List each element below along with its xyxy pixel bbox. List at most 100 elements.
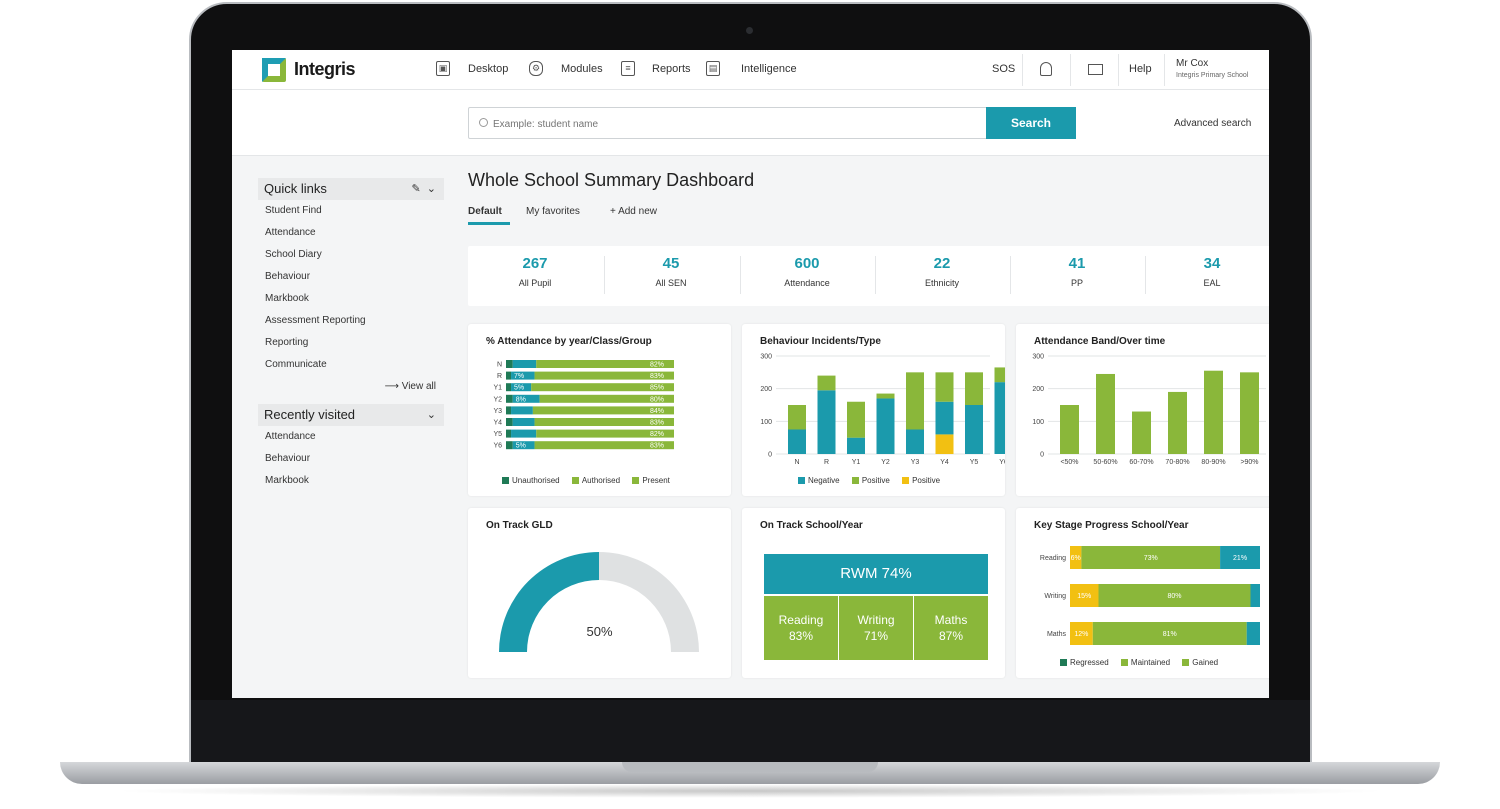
x-tick-label: 60-70%: [1129, 459, 1153, 466]
mail-icon[interactable]: [1088, 64, 1103, 75]
attendance-chart: N 82% R 7% 83% Y1 5% 85% Y2 8% 80% Y3 84% Y4 83% Y5 82% Y…: [493, 360, 674, 450]
legend-swatch: [1182, 659, 1190, 666]
kpi-label: All Pupil: [518, 278, 552, 288]
legend-label: Present: [642, 476, 670, 485]
nav-reports[interactable]: Reports: [652, 63, 691, 75]
app-screen: Integris ▣ Desktop ⚙ Modules ≡ Reports ▤…: [232, 50, 1269, 698]
bar: [1132, 411, 1151, 454]
x-tick-label: Y3: [911, 459, 920, 466]
bell-icon[interactable]: [1040, 62, 1052, 76]
recently-visited-header[interactable]: Recently visited ⌄: [258, 404, 444, 426]
bar-segment: [1070, 546, 1082, 569]
nav-modules[interactable]: Modules: [561, 63, 603, 75]
kpi-label: PP: [1070, 278, 1083, 288]
kpi-label: Ethnicity: [924, 278, 959, 288]
on-track-school-year-card[interactable]: On Track School/Year RWM 74% Reading 83% …: [742, 508, 1005, 678]
kpi-value: 41: [1068, 255, 1086, 272]
quick-link-item[interactable]: Reporting: [265, 337, 309, 348]
laptop-bezel-chin: [191, 700, 1310, 762]
view-all-link[interactable]: ⟶ View all: [258, 376, 444, 398]
data-label: 7%: [514, 373, 524, 380]
bar-segment: [536, 360, 674, 368]
tab-my-favorites[interactable]: My favorites: [526, 206, 580, 217]
kpi-attendance[interactable]: 600 Attendance: [740, 246, 874, 306]
intelligence-icon[interactable]: ▤: [706, 61, 720, 76]
edit-icon[interactable]: ✎: [411, 183, 421, 195]
kpi-ethnicity[interactable]: 22 Ethnicity: [875, 246, 1009, 306]
recent-item[interactable]: Behaviour: [265, 453, 311, 464]
subject-tile-writing[interactable]: Writing 71%: [839, 596, 913, 660]
bar-segment: [506, 441, 513, 450]
subject-tile-maths[interactable]: Maths 87%: [914, 596, 988, 660]
recent-item[interactable]: Attendance: [265, 431, 316, 442]
category-label: R: [497, 373, 502, 380]
kpi-all-pupil[interactable]: 267 All Pupil: [468, 246, 602, 306]
key-stage-progress-card[interactable]: Key Stage Progress School/Year Reading 6%…: [1016, 508, 1269, 678]
rwm-tile[interactable]: RWM 74%: [764, 554, 988, 594]
laptop-base-notch: [622, 762, 878, 772]
chevron-down-icon[interactable]: ⌄: [426, 409, 436, 421]
y-tick-label: 300: [1032, 354, 1044, 361]
bar-segment: [1081, 546, 1221, 569]
subject-name: Maths: [934, 613, 968, 627]
bar-segment: [534, 441, 674, 450]
bar: [1204, 370, 1223, 454]
legend-swatch: [571, 477, 579, 484]
quick-links-header[interactable]: Quick links ✎ ⌄: [258, 178, 444, 200]
bar: [1168, 391, 1187, 454]
help-link[interactable]: Help: [1129, 63, 1152, 75]
sos-button[interactable]: SOS: [992, 63, 1016, 75]
attendance-band-card[interactable]: Attendance Band/Over time 0 100 200 300 <50%…: [1016, 324, 1269, 496]
card-title: % Attendance by year/Class/Group: [486, 336, 652, 347]
x-tick-label: 70-80%: [1165, 459, 1189, 466]
category-label: Reading: [1040, 555, 1066, 562]
kpi-all-sen[interactable]: 45 All SEN: [604, 246, 738, 306]
advanced-search-link[interactable]: Advanced search: [1174, 118, 1252, 129]
nav-intelligence[interactable]: Intelligence: [741, 63, 797, 75]
desktop-icon[interactable]: ▣: [436, 61, 450, 76]
quick-link-item[interactable]: Attendance: [265, 227, 316, 238]
kpi-strip: 267 All Pupil 45 All SEN 600 Attendance 22 E…: [468, 246, 1269, 306]
add-new-tab-button[interactable]: + Add new: [610, 206, 657, 217]
divider: [1022, 54, 1023, 86]
attendance-band-chart: 0 100 200 300 <50% 50-60% 60-70% 70-80% 80-90% >9…: [1032, 354, 1266, 466]
subject-tile-reading[interactable]: Reading 83%: [764, 596, 838, 660]
bar-segment: [512, 418, 535, 426]
bar-segment: [1070, 584, 1099, 607]
tab-default[interactable]: Default: [468, 206, 502, 217]
quick-link-item[interactable]: Behaviour: [265, 271, 311, 282]
nav-desktop[interactable]: Desktop: [468, 63, 509, 75]
user-school: Integris Primary School: [1176, 72, 1249, 79]
quick-link-item[interactable]: Student Find: [265, 205, 322, 216]
user-menu[interactable]: Mr Cox Integris Primary School: [1176, 58, 1248, 82]
y-tick-label: 100: [1032, 419, 1044, 426]
x-tick-label: R: [824, 459, 829, 466]
recent-item[interactable]: Markbook: [265, 475, 309, 486]
chevron-down-icon[interactable]: ⌄: [426, 183, 436, 195]
card-title: On Track School/Year: [760, 520, 863, 531]
bar-segment: [965, 372, 983, 405]
quick-link-item[interactable]: School Diary: [265, 249, 322, 260]
laptop-base: [60, 762, 1440, 784]
divider: [1010, 256, 1011, 294]
x-tick-label: >90%: [1240, 459, 1258, 466]
brand-name[interactable]: Integris: [294, 59, 356, 79]
behaviour-incidents-card[interactable]: Behaviour Incidents/Type 0 100 200 300 N R Y1 Y…: [742, 324, 1005, 496]
integris-logo-icon[interactable]: [262, 58, 286, 82]
bar-segment: [994, 367, 1005, 383]
quick-link-item[interactable]: Assessment Reporting: [265, 315, 366, 326]
quick-link-item[interactable]: Markbook: [265, 293, 309, 304]
search-input[interactable]: [493, 114, 973, 134]
y-tick-label: 100: [760, 419, 772, 426]
on-track-gld-card[interactable]: On Track GLD 50%: [468, 508, 731, 678]
modules-icon[interactable]: ⚙: [529, 61, 543, 76]
search-button[interactable]: Search: [986, 107, 1076, 139]
reports-icon[interactable]: ≡: [621, 61, 635, 76]
kpi-eal[interactable]: 34 EAL: [1145, 246, 1269, 306]
kpi-pp[interactable]: 41 PP: [1010, 246, 1144, 306]
chart-legend: Unauthorised Authorised Present: [492, 476, 670, 485]
divider: [604, 256, 605, 294]
attendance-by-year-card[interactable]: % Attendance by year/Class/Group N 82% R 7%…: [468, 324, 731, 496]
quick-link-item[interactable]: Communicate: [265, 359, 327, 370]
